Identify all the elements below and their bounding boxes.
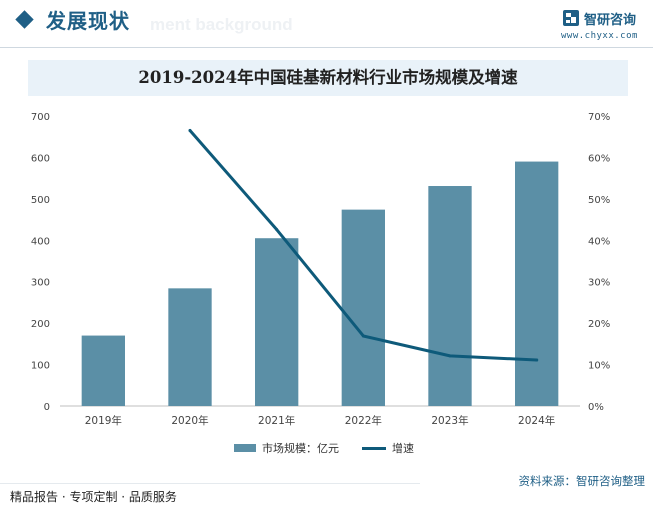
growth-point bbox=[275, 228, 279, 232]
y-left-tick-label: 200 bbox=[31, 319, 50, 330]
section-title: 发展现状 bbox=[46, 9, 130, 33]
x-tick-label: 2022年 bbox=[345, 414, 382, 427]
y-right-tick-label: 20% bbox=[588, 319, 610, 330]
x-tick-label: 2020年 bbox=[171, 414, 208, 427]
footer-divider bbox=[0, 483, 420, 484]
page-header: 发展现状 ment background 智研咨询 www.chyxx.com bbox=[0, 0, 653, 48]
growth-point bbox=[361, 334, 365, 338]
y-left-tick-label: 400 bbox=[31, 236, 50, 247]
y-right-tick-label: 70% bbox=[588, 112, 610, 123]
y-left-tick-label: 700 bbox=[31, 112, 50, 123]
footer-slogan: 精品报告 · 专项定制 · 品质服务 bbox=[10, 490, 177, 504]
x-tick-label: 2023年 bbox=[431, 414, 468, 427]
legend-bar-swatch bbox=[234, 444, 256, 452]
x-tick-label: 2024年 bbox=[518, 414, 555, 427]
chart-title-panel: 2019-2024年中国硅基新材料行业市场规模及增速 bbox=[28, 60, 628, 96]
background-watermark-text: ment background bbox=[150, 15, 293, 34]
legend-label-growth: 增速 bbox=[392, 442, 414, 455]
header-divider bbox=[0, 47, 653, 48]
bar-market-size bbox=[515, 161, 559, 406]
y-left-tick-label: 0 bbox=[44, 402, 50, 413]
chart-legend: 市场规模：亿元 增速 bbox=[0, 438, 653, 458]
legend-label-market-size: 市场规模：亿元 bbox=[262, 442, 339, 455]
legend-item-growth: 增速 bbox=[362, 438, 414, 458]
y-right-tick-label: 50% bbox=[588, 195, 610, 206]
y-left-tick-label: 300 bbox=[31, 278, 50, 289]
brand-name: 智研咨询 bbox=[584, 13, 637, 28]
growth-point bbox=[535, 358, 539, 362]
y-left-tick-label: 100 bbox=[31, 361, 50, 372]
bar-market-size bbox=[81, 335, 125, 406]
y-right-tick-label: 40% bbox=[588, 236, 610, 247]
bar-market-size bbox=[168, 288, 212, 406]
bar-market-size bbox=[341, 209, 385, 406]
x-tick-label: 2021年 bbox=[258, 414, 295, 427]
y-left-tick-label: 500 bbox=[31, 195, 50, 206]
brand-logo-icon bbox=[563, 10, 579, 26]
combo-chart: 0 100 200 300 400 500 600 700 0% 10% 20% 30% 40% 50% 6… bbox=[31, 112, 610, 427]
chart-title: 2019-2024年中国硅基新材料行业市场规模及增速 bbox=[138, 68, 518, 87]
y-right-tick-label: 30% bbox=[588, 278, 610, 289]
y-left-tick-label: 600 bbox=[31, 153, 50, 164]
legend-item-market-size: 市场规模：亿元 bbox=[234, 438, 339, 458]
y-right-tick-label: 0% bbox=[588, 402, 604, 413]
diamond-icon bbox=[15, 10, 34, 29]
brand-url: www.chyxx.com bbox=[561, 31, 638, 41]
y-right-tick-label: 10% bbox=[588, 361, 610, 372]
x-tick-label: 2019年 bbox=[85, 414, 122, 427]
growth-point bbox=[188, 129, 192, 132]
growth-point bbox=[448, 354, 452, 358]
legend-line-swatch bbox=[362, 446, 386, 450]
data-source: 资料来源：智研咨询整理 bbox=[518, 474, 646, 488]
y-right-tick-label: 60% bbox=[588, 153, 610, 164]
bar-market-size bbox=[255, 238, 299, 406]
bar-market-size bbox=[428, 186, 472, 406]
